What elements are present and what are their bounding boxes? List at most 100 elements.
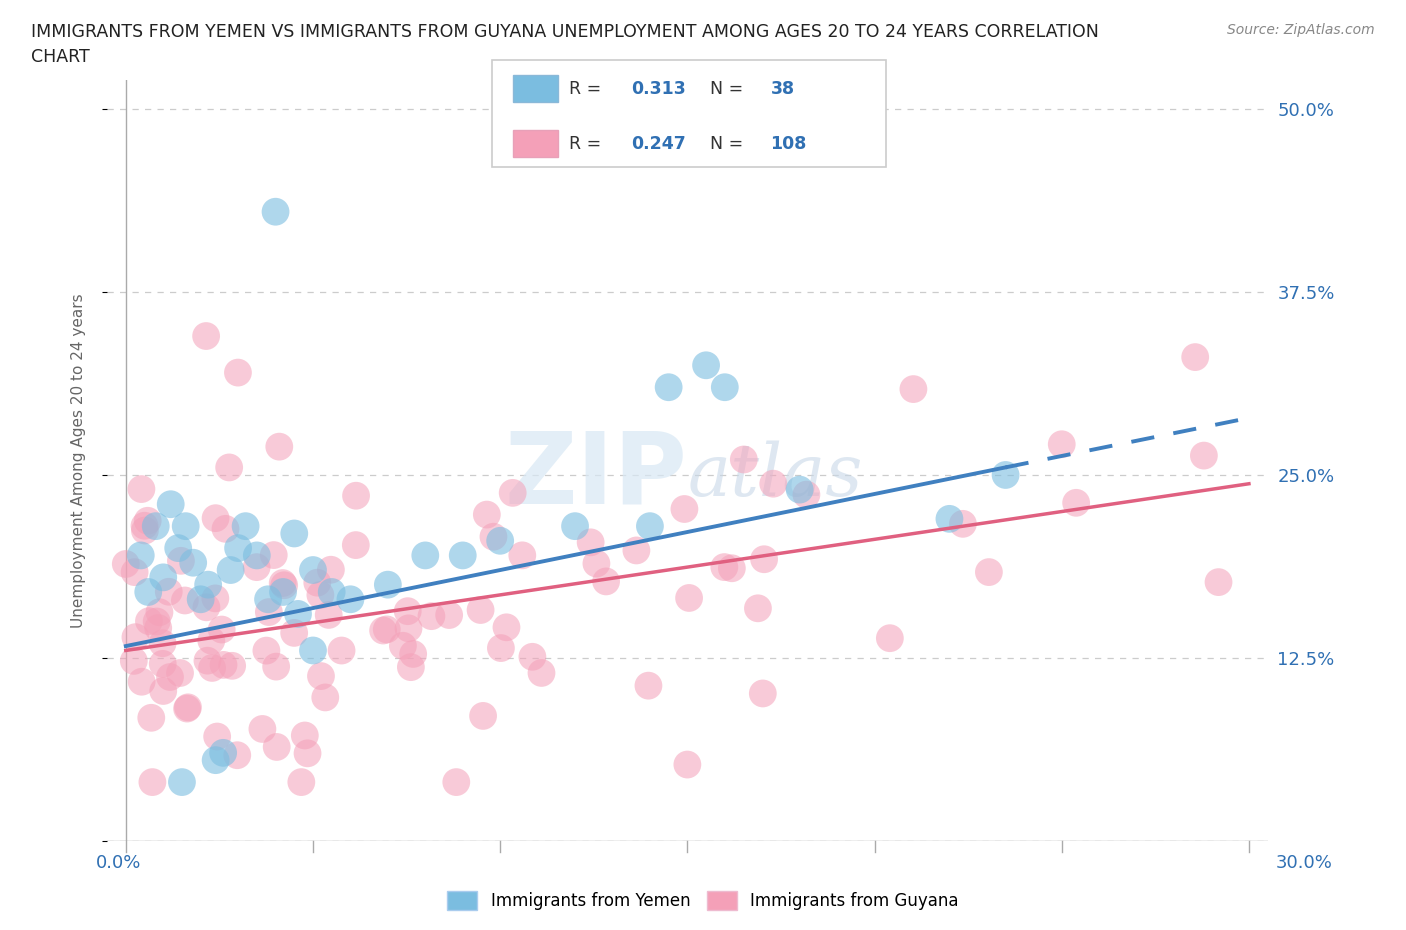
Point <box>1208 575 1230 590</box>
Point <box>252 722 274 737</box>
Point <box>879 631 901 645</box>
Point <box>287 606 309 621</box>
Point <box>302 563 325 578</box>
Point <box>141 775 163 790</box>
Point <box>195 328 218 343</box>
Point <box>475 507 498 522</box>
Text: 108: 108 <box>770 135 807 153</box>
Point <box>489 641 512 656</box>
Point <box>138 614 160 629</box>
Text: 0.0%: 0.0% <box>96 854 141 871</box>
Point <box>482 529 505 544</box>
Point <box>159 497 181 512</box>
Point <box>204 511 226 525</box>
Point <box>673 501 696 516</box>
Text: 30.0%: 30.0% <box>1277 854 1333 871</box>
Point <box>330 643 353 658</box>
Point <box>309 669 332 684</box>
Point <box>157 584 180 599</box>
Legend: Immigrants from Yemen, Immigrants from Guyana: Immigrants from Yemen, Immigrants from G… <box>440 884 966 917</box>
Point <box>197 578 219 592</box>
Point <box>413 548 436 563</box>
Point <box>747 601 769 616</box>
Point <box>211 622 233 637</box>
Text: 0.247: 0.247 <box>631 135 686 153</box>
Text: atlas: atlas <box>688 440 863 511</box>
Text: 0.313: 0.313 <box>631 80 686 99</box>
Point <box>246 560 269 575</box>
Point <box>375 622 398 637</box>
Point <box>181 555 204 570</box>
Point <box>319 563 342 578</box>
Point <box>221 658 243 673</box>
Point <box>134 518 156 533</box>
Point <box>145 519 167 534</box>
Point <box>212 658 235 672</box>
Point <box>152 570 174 585</box>
Point <box>1064 496 1087 511</box>
Point <box>510 548 533 563</box>
Point <box>564 519 586 534</box>
Point <box>283 526 305 541</box>
Point <box>226 540 249 555</box>
Text: R =: R = <box>569 80 613 99</box>
Point <box>309 588 332 603</box>
Point <box>254 644 277 658</box>
Point <box>134 523 156 538</box>
Point <box>399 659 422 674</box>
Point <box>437 607 460 622</box>
Point <box>489 533 512 548</box>
Point <box>271 585 294 600</box>
Point <box>1184 350 1206 365</box>
Point <box>114 556 136 571</box>
Point <box>264 205 287 219</box>
Point <box>1050 437 1073 452</box>
Point <box>266 739 288 754</box>
Point <box>212 746 235 761</box>
Point <box>314 690 336 705</box>
Text: ZIP: ZIP <box>505 427 688 525</box>
Point <box>173 593 195 608</box>
Point <box>585 556 607 571</box>
Point <box>257 591 280 606</box>
Point <box>176 701 198 716</box>
Point <box>122 654 145 669</box>
Point <box>713 560 735 575</box>
Point <box>752 686 775 701</box>
Text: IMMIGRANTS FROM YEMEN VS IMMIGRANTS FROM GUYANA UNEMPLOYMENT AMONG AGES 20 TO 24: IMMIGRANTS FROM YEMEN VS IMMIGRANTS FROM… <box>31 23 1099 41</box>
Point <box>263 548 285 563</box>
Point <box>190 591 212 606</box>
Point <box>201 660 224 675</box>
Point <box>197 653 219 668</box>
Point <box>226 365 249 380</box>
Point <box>994 468 1017 483</box>
Point <box>344 538 367 552</box>
Point <box>733 452 755 467</box>
Point <box>472 709 495 724</box>
Point <box>626 543 648 558</box>
Point <box>402 646 425 661</box>
Text: R =: R = <box>569 135 613 153</box>
Point <box>131 674 153 689</box>
Point <box>195 600 218 615</box>
Point <box>977 565 1000 579</box>
Point <box>695 358 717 373</box>
Point <box>205 729 228 744</box>
Y-axis label: Unemployment Among Ages 20 to 24 years: Unemployment Among Ages 20 to 24 years <box>72 293 86 628</box>
Point <box>170 553 193 568</box>
Point <box>246 548 269 563</box>
Point <box>235 519 257 534</box>
Point <box>396 604 419 618</box>
Point <box>446 775 468 790</box>
Point <box>200 633 222 648</box>
Point <box>226 748 249 763</box>
Point <box>302 643 325 658</box>
Point <box>307 576 329 591</box>
Point <box>502 485 524 500</box>
Point <box>271 576 294 591</box>
Point <box>170 775 193 790</box>
Point <box>714 379 737 394</box>
Point <box>796 487 818 502</box>
Point <box>318 607 340 622</box>
Point <box>339 591 361 606</box>
